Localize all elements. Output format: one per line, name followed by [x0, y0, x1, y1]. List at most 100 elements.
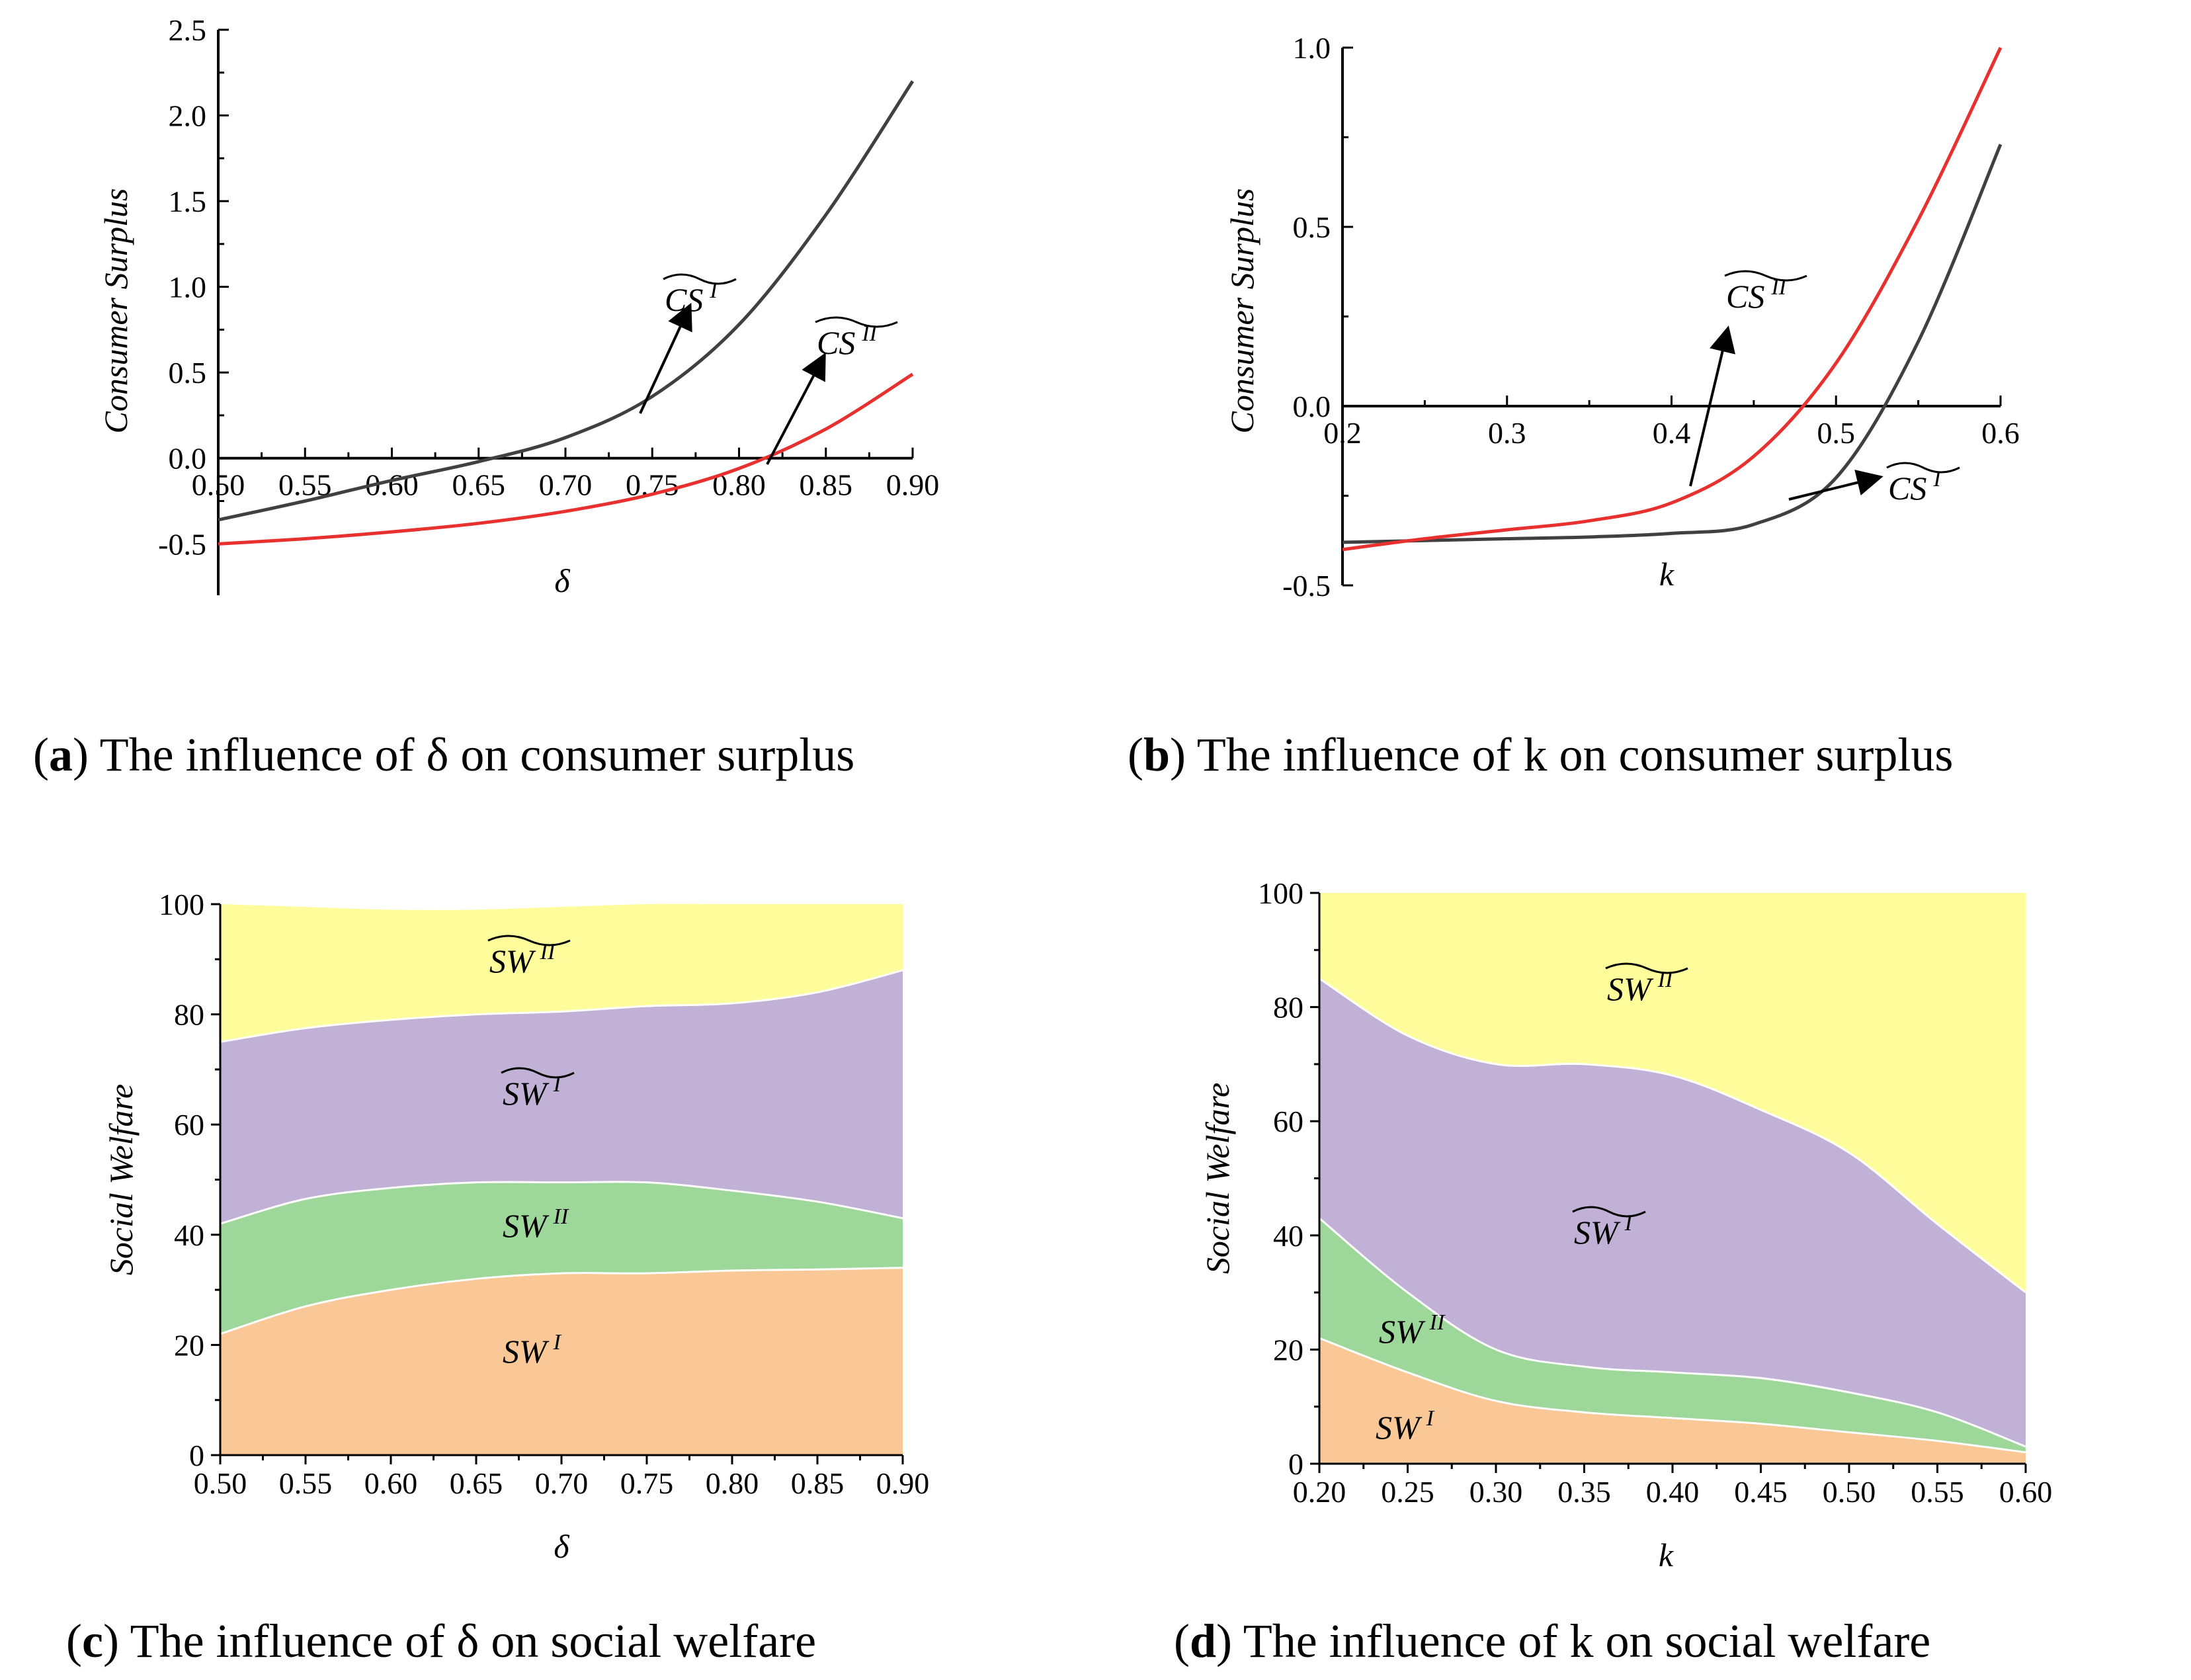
y-tick-label-c-5: 0 [189, 1439, 204, 1472]
area-label-c-sw-i: SW I [503, 1330, 562, 1370]
y-axis-label-d: Social Welfare [1199, 1083, 1236, 1274]
area-label-d-sw-i-text: SW I [1376, 1406, 1435, 1446]
area-c-sw-ii-tilde [220, 903, 903, 1042]
area-label-d-sw-i-tilde-text: SW I [1574, 1211, 1633, 1251]
area-boundary-d-0 [1319, 1337, 2026, 1454]
caption-letter-a: a [49, 728, 73, 781]
x-tick-label-c-5: 0.75 [620, 1466, 674, 1500]
y-axis-label-a: Consumer Surplus [97, 189, 134, 434]
chart-panel-d: 100 80 60 40 20 00.20 0.25 0.30 0.35 0.40 0.45 0.50… [1174, 876, 2052, 1667]
caption-letter-b: b [1143, 728, 1170, 781]
x-axis-label-d: k [1659, 1536, 1674, 1574]
x-tick-label-c-4: 0.70 [535, 1466, 589, 1500]
x-tick-label-b-3: 0.5 [1817, 416, 1856, 450]
area-boundary-d-1 [1319, 1217, 2026, 1448]
chart-panel-a: 2.52.01.51.00.50.0-0.50.50 0.55 0.60 0.65 0.… [33, 13, 939, 781]
caption-letter-d: d [1190, 1615, 1216, 1667]
x-tick-label-d-4: 0.40 [1646, 1475, 1700, 1509]
y-tick-label-d-2: 60 [1273, 1105, 1303, 1138]
y-tick-label-b-0: 1.0 [1293, 31, 1331, 65]
area-label-d-sw-i-tilde: SW I [1572, 1206, 1646, 1251]
x-tick-label-a-6: 0.80 [712, 468, 766, 502]
x-axis-label-b: k [1659, 556, 1674, 593]
series-label-b-cs-ii-text: CS II [1726, 275, 1788, 315]
caption-text-b: The influence of k on consumer surplus [1186, 728, 1953, 781]
chart-panel-c: 100 80 60 40 20 00.50 0.55 0.60 0.65 0.70 0.75 0.80… [66, 888, 929, 1667]
series-label-a-cs-i-text: CS I [665, 278, 718, 318]
x-tick-label-d-8: 0.60 [1999, 1475, 2053, 1509]
y-tick-label-a-5: 0.0 [169, 442, 207, 476]
y-tick-label-a-6: -0.5 [158, 527, 206, 561]
x-tick-label-a-3: 0.65 [452, 468, 506, 502]
x-tick-label-c-7: 0.85 [791, 1466, 845, 1500]
x-tick-label-c-8: 0.90 [876, 1466, 930, 1500]
series-label-b-cs-i: CS I [1886, 462, 1960, 507]
series-label-b-cs-ii: CS II [1724, 270, 1807, 315]
y-tick-label-d-1: 80 [1273, 991, 1303, 1025]
x-tick-label-b-0: 0.2 [1323, 416, 1362, 450]
y-tick-label-a-4: 0.5 [169, 356, 207, 390]
y-tick-label-b-2: 0.0 [1293, 390, 1331, 423]
area-label-c-sw-i-tilde: SW I [501, 1067, 575, 1112]
series-line-a-cs-i [218, 80, 915, 522]
x-axis-label-c: δ [554, 1528, 569, 1565]
area-boundary-c-0 [220, 1267, 903, 1335]
area-label-c-sw-ii-tilde: SW II [487, 935, 571, 980]
caption-d: (d) The influence of k on social welfare [1174, 1615, 1930, 1667]
series-label-a-cs-ii-tilde-mark [815, 316, 898, 328]
series-label-a-cs-i-tilde-mark [663, 273, 737, 285]
area-label-c-sw-i-tilde-text: SW I [503, 1072, 562, 1112]
y-tick-label-d-4: 20 [1273, 1333, 1303, 1366]
area-label-c-sw-ii-tilde-tilde-mark [487, 935, 571, 946]
area-c-sw-ii [220, 1181, 903, 1334]
area-label-c-sw-ii-tilde-text: SW II [489, 940, 556, 980]
x-tick-label-c-0: 0.50 [194, 1466, 247, 1500]
x-tick-label-d-6: 0.50 [1823, 1475, 1876, 1509]
area-label-c-sw-ii-text: SW II [503, 1204, 569, 1244]
series-line-b-cs-ii [1342, 46, 2003, 552]
y-tick-label-d-5: 0 [1288, 1447, 1303, 1481]
series-label-b-cs-ii-tilde-mark [1724, 270, 1807, 282]
area-c-sw-i-tilde [220, 970, 903, 1224]
chart-panel-b: 1.0 0.5 0.0 -0.5 0.2 0.3 0.4 0.5 0.6 CS I CS II k Cons… [1128, 31, 2020, 781]
y-tick-label-d-0: 100 [1258, 876, 1303, 910]
y-axis-label-c: Social Welfare [103, 1084, 140, 1275]
area-c-sw-i [220, 1267, 903, 1455]
area-boundary-d-2 [1319, 978, 2026, 1294]
caption-text-c: The influence of δ on social welfare [119, 1615, 816, 1667]
area-label-d-sw-i: SW I [1376, 1406, 1435, 1446]
x-tick-label-a-8: 0.90 [886, 468, 940, 502]
caption-b: (b) The influence of k on consumer surpl… [1128, 728, 1953, 781]
caption-a: (a) The influence of δ on consumer surpl… [33, 728, 854, 781]
y-axis-label-b: Consumer Surplus [1223, 189, 1261, 434]
y-tick-label-a-0: 2.5 [169, 13, 207, 47]
x-tick-label-b-1: 0.3 [1488, 416, 1526, 450]
series-line-b-cs-i [1342, 144, 2003, 544]
y-tick-label-a-1: 2.0 [169, 99, 207, 133]
caption-text-a: The influence of δ on consumer surplus [89, 728, 854, 781]
series-label-a-cs-ii-text: CS II [817, 321, 878, 361]
area-d-sw-ii-tilde [1319, 893, 2026, 1293]
y-tick-label-c-3: 40 [174, 1218, 204, 1252]
annotation-arrow-a-1 [766, 352, 826, 465]
caption-letter-c: c [82, 1615, 103, 1667]
x-tick-label-c-2: 0.60 [364, 1466, 418, 1500]
annotation-arrow-b-1 [1689, 325, 1736, 487]
area-label-d-sw-ii-text: SW II [1379, 1310, 1446, 1350]
series-label-b-cs-i-tilde-mark [1886, 462, 1960, 474]
x-tick-label-d-1: 0.25 [1381, 1475, 1434, 1509]
x-tick-label-a-0: 0.50 [192, 468, 245, 502]
area-label-d-sw-ii: SW II [1379, 1310, 1446, 1350]
x-tick-label-c-1: 0.55 [279, 1466, 333, 1500]
x-tick-label-a-4: 0.70 [539, 468, 593, 502]
annotation-arrow-b-0 [1788, 470, 1883, 501]
annotation-arrow-a-0 [639, 302, 692, 414]
x-axis-label-a: δ [554, 562, 570, 599]
series-line-a-cs-ii [218, 372, 914, 546]
series-label-a-cs-ii: CS II [815, 316, 898, 361]
caption-c: (c) The influence of δ on social welfare [66, 1615, 816, 1667]
area-d-sw-i-tilde [1319, 978, 2026, 1447]
y-tick-label-c-0: 100 [159, 888, 204, 921]
area-label-d-sw-ii-tilde-text: SW II [1607, 968, 1674, 1007]
area-d-sw-ii [1319, 1218, 2026, 1452]
